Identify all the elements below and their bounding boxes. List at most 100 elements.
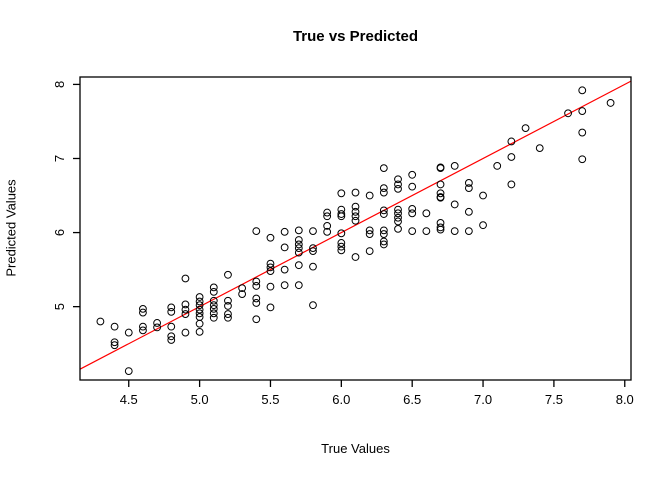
data-point xyxy=(195,301,204,310)
data-point xyxy=(493,161,502,170)
data-point xyxy=(379,164,388,173)
data-point xyxy=(436,193,445,202)
data-point xyxy=(224,270,232,279)
data-point xyxy=(309,227,317,235)
data-point xyxy=(181,300,190,309)
y-tick-label: 8 xyxy=(52,81,67,88)
data-point xyxy=(379,230,388,238)
x-tick-label: 7.0 xyxy=(474,392,492,407)
data-point xyxy=(280,227,289,236)
data-point xyxy=(294,244,303,253)
data-point xyxy=(436,180,445,189)
data-point xyxy=(309,301,317,310)
data-point xyxy=(323,208,332,217)
data-point xyxy=(294,281,303,290)
data-point xyxy=(252,294,261,303)
data-point xyxy=(365,191,374,200)
data-point xyxy=(394,205,402,214)
plot-box xyxy=(79,76,632,381)
data-point xyxy=(167,303,176,312)
data-point xyxy=(351,212,360,221)
data-point xyxy=(309,262,317,271)
x-tick-label: 8.0 xyxy=(616,392,634,407)
x-tick-label: 5.5 xyxy=(261,392,279,407)
y-tick-label: 5 xyxy=(52,303,67,310)
data-point xyxy=(209,309,218,318)
data-point xyxy=(294,226,303,235)
data-point xyxy=(351,216,360,225)
data-point xyxy=(294,240,303,249)
data-point xyxy=(209,296,218,305)
x-tick-label: 6.5 xyxy=(403,392,421,407)
y-tick-label: 7 xyxy=(52,155,67,162)
data-point xyxy=(337,242,346,251)
data-point xyxy=(379,184,388,193)
data-point xyxy=(351,207,360,216)
data-point xyxy=(280,281,289,290)
data-point xyxy=(464,207,473,216)
data-point xyxy=(139,304,147,313)
data-point xyxy=(436,189,445,198)
data-point xyxy=(351,188,360,197)
data-point xyxy=(280,265,289,274)
data-point xyxy=(464,179,473,187)
data-point xyxy=(394,217,402,226)
data-point xyxy=(365,247,374,255)
data-point xyxy=(110,338,119,347)
chart-title: True vs Predicted xyxy=(292,28,419,45)
data-point xyxy=(195,309,204,318)
data-point xyxy=(578,86,587,95)
data-point xyxy=(408,170,417,179)
data-point xyxy=(139,322,147,331)
data-point xyxy=(294,248,303,257)
data-point xyxy=(507,153,516,161)
data-point xyxy=(238,290,247,298)
data-point xyxy=(379,206,388,215)
data-point xyxy=(337,212,346,221)
data-point xyxy=(351,253,360,261)
data-point xyxy=(535,144,544,153)
data-point xyxy=(195,297,204,306)
data-point xyxy=(337,210,346,218)
data-point xyxy=(507,137,516,146)
data-point xyxy=(110,341,119,350)
data-point xyxy=(309,244,317,253)
data-point xyxy=(124,367,133,376)
data-point xyxy=(578,155,587,164)
data-point xyxy=(167,332,176,341)
data-point xyxy=(337,229,346,238)
data-point xyxy=(195,293,204,301)
data-point xyxy=(507,180,516,189)
data-point xyxy=(337,189,346,198)
data-point xyxy=(266,233,275,242)
data-point xyxy=(365,226,374,235)
data-point xyxy=(266,259,275,268)
data-point xyxy=(252,315,261,324)
data-point xyxy=(464,184,473,193)
data-point xyxy=(294,236,303,244)
data-point xyxy=(252,277,261,286)
data-point xyxy=(408,209,417,218)
data-point xyxy=(379,188,388,197)
data-point xyxy=(436,223,445,232)
data-point xyxy=(181,310,190,318)
data-point xyxy=(252,299,261,307)
data-point xyxy=(578,128,587,137)
data-point xyxy=(252,227,261,235)
data-point xyxy=(181,328,190,337)
data-point xyxy=(479,221,487,230)
data-point xyxy=(110,322,119,331)
data-point xyxy=(422,209,431,218)
x-tick-label: 4.5 xyxy=(120,392,138,407)
y-axis-label: Predicted Values xyxy=(3,179,19,277)
data-point xyxy=(408,182,417,191)
data-point xyxy=(408,204,417,213)
data-point xyxy=(209,283,218,292)
x-tick-label: 5.0 xyxy=(191,392,209,407)
identity-reference-line xyxy=(79,80,632,370)
data-point xyxy=(153,323,161,332)
x-tick-label: 7.5 xyxy=(545,392,563,407)
data-point xyxy=(450,227,459,235)
data-point xyxy=(181,274,190,283)
